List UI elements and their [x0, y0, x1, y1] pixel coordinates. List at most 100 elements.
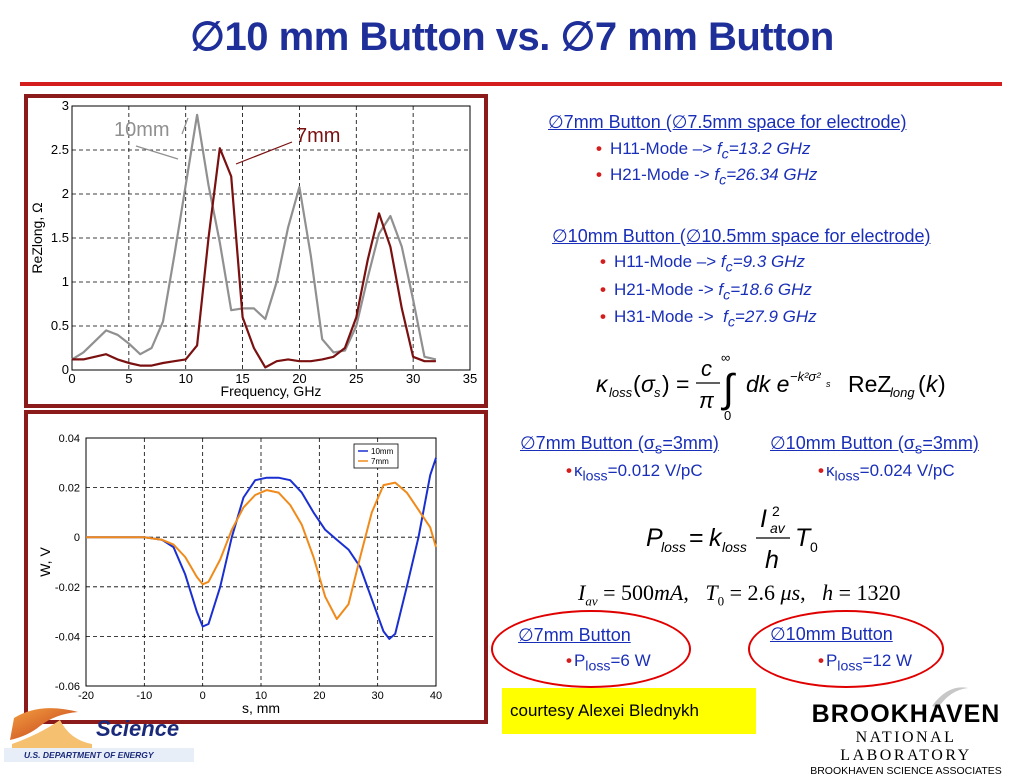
y-tick-label: 3 — [62, 98, 69, 113]
k7-value: • κloss=0.012 V/pC — [566, 461, 703, 485]
series-line-10mm — [71, 113, 437, 361]
y-tick-label: 0 — [74, 532, 80, 544]
svg-text:π: π — [699, 388, 715, 413]
b10-h21-item: • H21-Mode -> fc=18.6 GHz — [600, 280, 812, 304]
svg-text:T: T — [795, 524, 812, 552]
svg-text:−k²σ²: −k²σ² — [790, 369, 821, 384]
y-tick-label: 0.02 — [59, 483, 80, 495]
b10-h31-item: • H31-Mode -> fc=27.9 GHz — [600, 307, 817, 331]
b7-h11-item: • H11-Mode –> fc=13.2 GHz — [596, 139, 811, 163]
doe-logo: Science U.S. DEPARTMENT OF ENERGY — [0, 700, 220, 768]
title-rule — [20, 82, 1002, 86]
svg-text:0: 0 — [724, 408, 731, 423]
plot-area — [85, 437, 437, 687]
svg-text:loss: loss — [661, 539, 686, 555]
x-tick-label: -20 — [78, 690, 94, 702]
legend-box — [353, 443, 399, 469]
svg-text:): ) — [938, 371, 946, 397]
svg-text:long: long — [890, 385, 915, 400]
svg-text:(: ( — [633, 371, 641, 397]
svg-text:ReZ: ReZ — [848, 371, 891, 397]
p10-highlight-ellipse — [748, 610, 944, 688]
svg-text:∞: ∞ — [721, 352, 730, 365]
svg-text:∫: ∫ — [721, 367, 737, 411]
series-line-10mm — [86, 457, 437, 640]
x-tick-label: 0 — [68, 371, 75, 386]
y-tick-label: -0.04 — [55, 631, 80, 643]
svg-text:σ: σ — [641, 371, 656, 397]
p7-highlight-ellipse — [491, 610, 691, 688]
x-tick-label: 10 — [255, 690, 267, 702]
svg-text:av: av — [770, 520, 786, 536]
annotation-10mm: 10mm — [114, 119, 170, 141]
x-axis-label: s, mm — [242, 700, 280, 716]
svg-text:(: ( — [918, 371, 926, 397]
series-line-7mm — [72, 147, 436, 369]
svg-text:h: h — [765, 546, 779, 574]
annotation-10mm-leader — [135, 145, 179, 160]
y-tick-label: 0.5 — [51, 318, 69, 333]
svg-text:loss: loss — [722, 539, 747, 555]
y-tick-label: -0.06 — [55, 681, 80, 693]
x-tick-label: 0 — [200, 690, 206, 702]
p10-value: • Ploss=12 W — [818, 651, 913, 675]
x-axis-label: Frequency, GHz — [221, 383, 322, 399]
bnl-logo: BROOKHAVEN NATIONAL LABORATORY BROOKHAVE… — [792, 700, 1020, 777]
page-title: ∅10 mm Button vs. ∅7 mm Button — [190, 15, 834, 59]
ploss-equation: P loss = k loss I 2 av h T 0 — [646, 503, 818, 574]
x-tick-label: 15 — [235, 371, 249, 386]
annotation-7mm: 7mm — [296, 125, 340, 147]
k10-value: • κloss=0.024 V/pC — [818, 461, 955, 485]
legend-label-7mm: 7mm — [371, 457, 389, 466]
x-tick-label: 30 — [406, 371, 420, 386]
b7-heading: ∅7mm Button (∅7.5mm space for electrode) — [548, 112, 907, 132]
svg-text:c: c — [701, 356, 712, 381]
b10-heading: ∅10mm Button (∅10.5mm space for electrod… — [552, 226, 931, 246]
y-tick-label: -0.02 — [55, 582, 80, 594]
svg-text:0: 0 — [810, 539, 818, 555]
plot-area — [71, 105, 471, 371]
svg-text:I: I — [760, 505, 767, 533]
doe-emblem-icon — [4, 708, 194, 762]
courtesy-label: courtesy Alexei Blednykh — [502, 688, 756, 734]
annotation-7mm-leader — [235, 141, 293, 165]
p10-heading: ∅10mm Button — [770, 624, 893, 644]
y-tick-label: 1.5 — [51, 230, 69, 245]
kappa-loss-equation: κ loss ( σ s ) = c π ∫ ∞ 0 dk e −k²σ² s … — [596, 352, 946, 423]
svg-text:s: s — [654, 385, 661, 400]
impedance-chart-frame: 0 5 10 15 20 25 30 35 0 0.5 1 1.5 2 2.5 3 Frequency, GH… — [24, 94, 488, 408]
x-tick-label: 30 — [372, 690, 384, 702]
x-tick-label: 35 — [463, 371, 477, 386]
y-tick-label: 2 — [62, 186, 69, 201]
svg-text:2: 2 — [772, 503, 780, 519]
p7-value: • Ploss=6 W — [566, 651, 651, 675]
y-axis-label: ReZlong, Ω — [29, 202, 45, 273]
x-tick-label: 25 — [349, 371, 363, 386]
legend-label-10mm: 10mm — [371, 447, 394, 456]
y-tick-label: 0 — [62, 362, 69, 377]
x-tick-label: 5 — [125, 371, 132, 386]
impedance-chart: 0 5 10 15 20 25 30 35 0 0.5 1 1.5 2 2.5 3 Frequency, GH… — [29, 98, 477, 399]
annotation-10mm-leader — [181, 117, 189, 135]
y-tick-label: 0.04 — [59, 433, 80, 445]
wake-chart: -20 -10 0 10 20 30 40 0.04 0.02 0 -0.02 -0.04 -0.06 s… — [37, 433, 442, 716]
svg-text:=: = — [689, 524, 704, 552]
b7-h21-item: • H21-Mode -> fc=26.34 GHz — [596, 165, 818, 189]
k7-heading: ∅7mm Button (σs=3mm) — [520, 433, 719, 458]
y-tick-label: 2.5 — [51, 142, 69, 157]
x-tick-label: 20 — [313, 690, 325, 702]
doe-dept-name: U.S. DEPARTMENT OF ENERGY — [24, 750, 154, 760]
series-line-7mm — [86, 481, 437, 620]
x-tick-label: -10 — [136, 690, 152, 702]
bnl-swoosh-icon — [932, 687, 968, 708]
x-tick-label: 10 — [178, 371, 192, 386]
svg-text:s: s — [826, 379, 831, 389]
svg-text:loss: loss — [609, 385, 633, 400]
svg-text:dk e: dk e — [746, 371, 789, 397]
bnl-lab: NATIONAL LABORATORY — [840, 729, 972, 764]
equation-params: Iav = 500mA, T0 = 2.6 μs, h = 1320 — [578, 580, 901, 609]
bnl-name: BROOKHAVEN — [811, 700, 1001, 728]
p7-heading: ∅7mm Button — [518, 625, 631, 645]
svg-text:k: k — [709, 524, 723, 552]
